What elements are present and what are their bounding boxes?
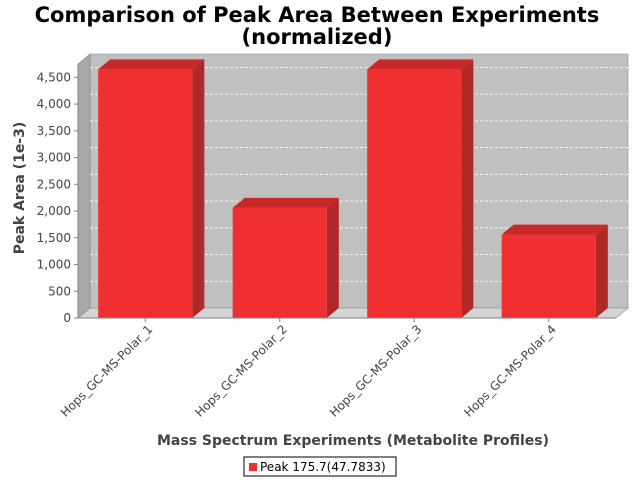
bar-top [232, 197, 339, 208]
y-tick-label: 4,000 [37, 97, 71, 111]
y-tick-label: 1,000 [37, 258, 71, 272]
bar-top [367, 59, 474, 70]
bar-top [98, 59, 205, 70]
y-axis: 0 500 1,000 1,500 2,000 2,500 3,000 3,500 4,000 4… [37, 64, 79, 325]
x-axis: Hops_GC-MS-Polar_1 Hops_GC-MS-Polar_2 Hops… [58, 317, 616, 420]
bar-side [326, 197, 339, 318]
bar-front [501, 234, 596, 318]
bar-side [192, 59, 205, 318]
bar-4 [501, 224, 608, 318]
y-tick-label: 3,500 [37, 124, 71, 138]
x-tick-label: Hops_GC-MS-Polar_3 [327, 322, 425, 420]
legend-box [243, 456, 397, 477]
bar-3 [367, 59, 474, 318]
y-tick-label: 500 [48, 284, 71, 298]
bar-front [367, 69, 462, 318]
legend: Peak 175.7(47.7833) [243, 456, 397, 477]
bar-top [501, 224, 608, 235]
bar-side [461, 59, 474, 318]
legend-swatch [249, 463, 257, 471]
x-tick-label: Hops_GC-MS-Polar_4 [461, 322, 559, 420]
bar-2 [232, 197, 339, 318]
y-tick-label: 0 [63, 311, 71, 325]
y-tick-label: 3,000 [37, 151, 71, 165]
x-axis-label: Mass Spectrum Experiments (Metabolite Pr… [157, 433, 549, 449]
y-tick-label: 1,500 [37, 231, 71, 245]
y-axis-label: Peak Area (1e-3) [12, 122, 28, 255]
y-tick-label: 4,500 [37, 70, 71, 84]
bar-front [98, 69, 193, 318]
bar-front [232, 207, 327, 318]
y-tick-label: 2,000 [37, 204, 71, 218]
plot-left-wall [77, 53, 91, 319]
chart-title-line-2: (normalized) [242, 25, 393, 49]
x-tick-label: Hops_GC-MS-Polar_1 [58, 322, 156, 420]
bars [98, 59, 608, 318]
legend-entry-label: Peak 175.7(47.7833) [260, 460, 386, 474]
bar-1 [98, 59, 205, 318]
chart-title-line-1: Comparison of Peak Area Between Experime… [35, 3, 600, 27]
x-tick-label: Hops_GC-MS-Polar_2 [192, 322, 290, 420]
bar-side [595, 224, 608, 318]
y-tick-label: 2,500 [37, 177, 71, 191]
